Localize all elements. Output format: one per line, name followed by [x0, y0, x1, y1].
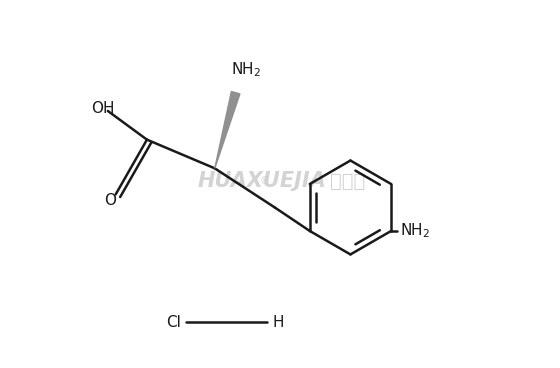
- Text: O: O: [104, 193, 116, 208]
- Text: HUAXUEJIA: HUAXUEJIA: [197, 171, 326, 191]
- Text: 化学加: 化学加: [330, 172, 366, 191]
- Text: OH: OH: [91, 101, 114, 116]
- Text: Cl: Cl: [166, 315, 181, 330]
- Text: NH$_2$: NH$_2$: [231, 60, 261, 79]
- Text: NH$_2$: NH$_2$: [400, 222, 431, 240]
- Text: H: H: [272, 315, 284, 330]
- Text: ®: ®: [259, 176, 269, 186]
- Polygon shape: [215, 92, 240, 168]
